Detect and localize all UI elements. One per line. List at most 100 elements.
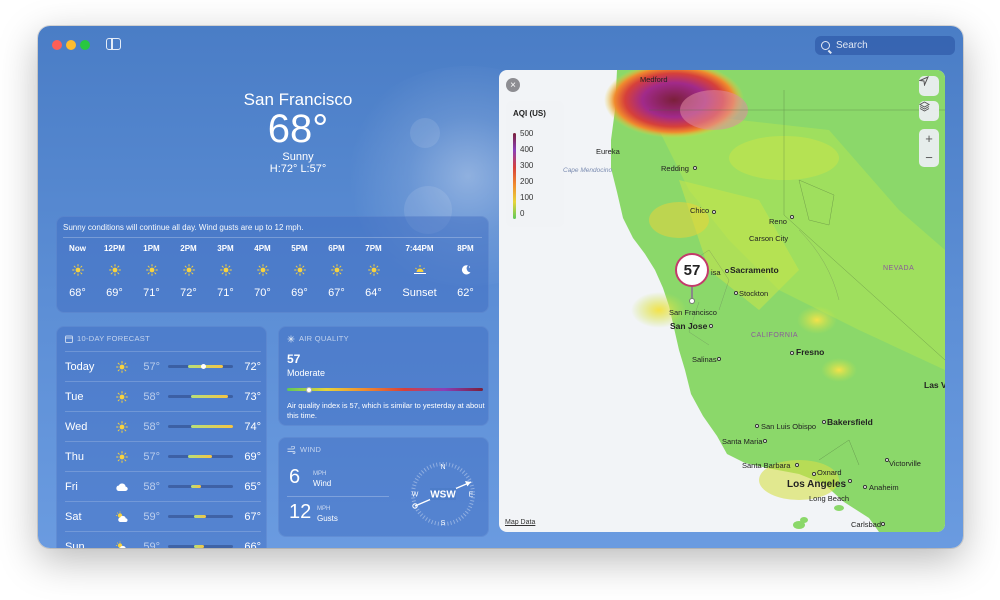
forecast-low: 59°	[143, 510, 160, 523]
hourly-time: 8PM	[457, 244, 474, 253]
divider	[287, 496, 389, 497]
map-label-santa-barbara: Santa Barbara	[742, 461, 791, 470]
wind-card[interactable]: WIND 6 MPH Wind 12 MPH Gusts N E S W WSW	[278, 437, 489, 537]
forecast-low: 58°	[143, 480, 160, 493]
layers-icon	[919, 101, 930, 112]
city-dot	[755, 424, 759, 428]
legend-tick: 500	[520, 129, 534, 138]
legend-title: AQI (US)	[513, 109, 546, 118]
hourly-item: 7:44PM Sunset	[392, 244, 447, 299]
map-data-link[interactable]: Map Data	[505, 519, 536, 526]
forecast-low: 58°	[143, 420, 160, 433]
aqi-indicator	[305, 386, 312, 393]
city-dot	[795, 463, 799, 467]
hourly-item: Now 68°	[59, 244, 96, 299]
sun-icon	[145, 256, 158, 284]
forecast-row[interactable]: Fri 58° 65°	[65, 471, 261, 501]
maximize-window-button[interactable]	[80, 40, 90, 50]
location-arrow-button[interactable]	[919, 76, 939, 96]
legend-tick: 400	[520, 145, 534, 154]
hourly-row[interactable]: Now 68° 12PM 69° 1PM 71° 2PM 72° 3PM 71° 4PM 70° 5PM…	[59, 244, 487, 299]
hourly-item: 7PM 64°	[355, 244, 392, 299]
zoom-out-button[interactable]: −	[925, 150, 933, 165]
hourly-time: 3PM	[217, 244, 234, 253]
legend-color-bar	[513, 133, 516, 219]
hourly-item: 4PM 70°	[244, 244, 281, 299]
map-label-fresno: Fresno	[796, 347, 825, 357]
temperature-range-bar	[167, 515, 234, 518]
map-label-san-francisco: San Francisco	[669, 308, 717, 317]
current-condition: Sunny	[282, 151, 314, 163]
temperature-range-bar	[167, 395, 234, 398]
map-canvas[interactable]	[499, 70, 945, 532]
cloud-icon	[109, 482, 137, 492]
air-quality-card[interactable]: AIR QUALITY 57 Moderate Air quality inde…	[278, 326, 489, 426]
hourly-item: 1PM 71°	[133, 244, 170, 299]
temperature-range-bar	[167, 485, 234, 488]
current-temperature: 68°	[267, 107, 329, 151]
sunset-icon	[413, 256, 427, 284]
map-label-carlsbad: Carlsbad	[851, 520, 882, 529]
search-icon	[821, 41, 830, 50]
direction-label-bg	[430, 488, 456, 500]
temperature-range-bar	[167, 545, 234, 548]
forecast-row[interactable]: Wed 58° 74°	[65, 411, 261, 441]
map-label-salinas: Salinas	[692, 355, 717, 364]
hourly-time: 2PM	[180, 244, 197, 253]
map-label-los-angeles: Los Angeles	[787, 479, 847, 490]
layers-button[interactable]	[919, 101, 939, 121]
hourly-item: 3PM 71°	[207, 244, 244, 299]
forecast-row[interactable]: Today 57° 72°	[65, 351, 261, 381]
city-dot	[848, 479, 852, 483]
map-label-oxnard: Oxnard	[817, 468, 842, 477]
map-label-california: CALIFORNIA	[751, 332, 799, 339]
forecast-row[interactable]: Sat 59° 67°	[65, 501, 261, 531]
compass-e: E	[469, 492, 474, 499]
zoom-in-button[interactable]: +	[925, 131, 933, 146]
map-label-san-luis-obispo: San Luis Obispo	[761, 422, 817, 431]
high-low: H:72° L:57°	[269, 163, 327, 175]
sun-icon	[71, 256, 84, 284]
sun-icon	[256, 256, 269, 284]
hourly-item: 8PM 62°	[447, 244, 484, 299]
forecast-row[interactable]: Thu 57° 69°	[65, 441, 261, 471]
wind-title: WIND	[287, 445, 321, 454]
wind-compass: N E S W WSW	[411, 462, 475, 527]
legend-tick: 200	[520, 177, 534, 186]
map-label-chico: Chico	[690, 206, 710, 215]
city-dot	[790, 351, 794, 355]
forecast-row[interactable]: Tue 58° 73°	[65, 381, 261, 411]
close-window-button[interactable]	[52, 40, 62, 50]
aqi-location-pin[interactable]: 57	[675, 253, 709, 287]
hourly-time: 7:44PM	[405, 244, 434, 253]
ten-day-forecast-card[interactable]: 10-DAY FORECAST Today 57° 72° Tue 58° 73° Wed 5…	[56, 326, 267, 548]
hourly-time: 12PM	[104, 244, 125, 253]
aqi-value: 57	[287, 352, 301, 366]
map-label-las-vegas: Las V	[924, 380, 945, 390]
forecast-low: 59°	[143, 540, 160, 549]
divider	[63, 237, 482, 238]
map-label-eureka: Eureka	[596, 147, 620, 156]
city-dot	[734, 291, 738, 295]
search-field[interactable]: Search	[815, 36, 955, 55]
temperature-range-bar	[167, 455, 234, 458]
temperature-range-fill	[190, 395, 229, 398]
minimize-window-button[interactable]	[66, 40, 76, 50]
wind-speed-label: Wind	[313, 479, 332, 488]
map-label-bakersfield: Bakersfield	[827, 417, 873, 427]
hourly-summary: Sunny conditions will continue all day. …	[63, 223, 304, 232]
city-dot	[790, 215, 794, 219]
pin-stem	[691, 287, 693, 298]
sun-icon	[109, 390, 137, 403]
forecast-row[interactable]: Sun 59° 66°	[65, 531, 261, 548]
hourly-temp: 64°	[365, 287, 382, 299]
map-label-reno: Reno	[769, 217, 787, 226]
temperature-range-bar	[167, 425, 234, 428]
close-map-button[interactable]: ×	[506, 78, 520, 92]
hourly-temp: 69°	[106, 287, 123, 299]
partly-cloudy-icon	[109, 541, 137, 548]
forecast-day: Sun	[65, 540, 85, 549]
ten-day-title: 10-DAY FORECAST	[65, 334, 150, 343]
air-quality-map[interactable]: × AQI (US) 500 400 300 200 100 0 + − 57 …	[499, 70, 945, 532]
sidebar-toggle-icon[interactable]	[106, 38, 121, 50]
